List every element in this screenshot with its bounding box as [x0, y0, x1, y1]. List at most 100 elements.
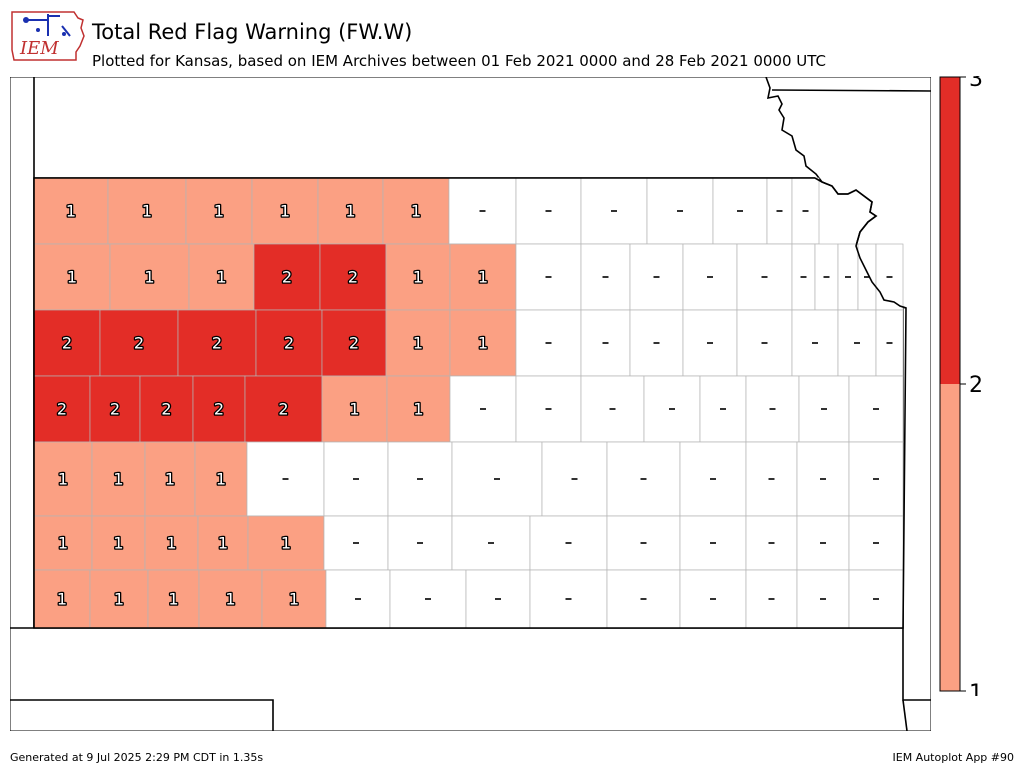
county-count-label: 1 — [216, 470, 226, 489]
county-count-label: 2 — [214, 400, 224, 419]
county-count-label: 1 — [214, 202, 224, 221]
county-count-label: 2 — [284, 334, 294, 353]
county-count-label: 1 — [216, 268, 226, 287]
county-no-data-mark — [800, 276, 807, 278]
county-count-label: 2 — [278, 400, 288, 419]
county-r6-c0 — [33, 569, 91, 629]
county-no-data-mark — [845, 276, 851, 278]
county-no-data-mark — [565, 598, 572, 600]
page-title: Total Red Flag Warning (FW.W) — [92, 20, 413, 44]
county-count-label: 1 — [478, 268, 488, 287]
county-count-label: 1 — [67, 268, 77, 287]
county-count-label: 2 — [57, 400, 67, 419]
county-r3-c2 — [139, 375, 194, 443]
county-no-data-mark — [640, 598, 647, 600]
county-count-label: 2 — [161, 400, 171, 419]
county-no-data-mark — [769, 408, 776, 410]
county-count-label: 1 — [225, 590, 235, 609]
county-no-data-mark — [821, 408, 827, 410]
county-no-data-mark — [480, 408, 486, 410]
county-r1-c6 — [449, 243, 517, 311]
county-count-label: 2 — [282, 268, 292, 287]
county-no-data-mark — [823, 276, 830, 278]
county-no-data-mark — [602, 342, 609, 344]
colorbar-bin-1 — [940, 384, 960, 691]
county-count-label: 1 — [413, 268, 423, 287]
county-count-label: 1 — [144, 268, 154, 287]
county-r2-c0 — [33, 309, 101, 377]
county-no-data-mark — [768, 542, 775, 544]
county-count-label: 1 — [280, 202, 290, 221]
county-no-data-mark — [710, 542, 716, 544]
county-count-label: 1 — [58, 470, 68, 489]
county-count-label: 2 — [349, 334, 359, 353]
county-r6-c1 — [89, 569, 149, 629]
county-no-data-mark — [479, 210, 486, 212]
county-no-data-mark — [802, 210, 809, 212]
county-no-data-mark — [761, 342, 768, 344]
county-no-data-mark — [494, 478, 500, 480]
county-no-data-mark — [710, 478, 716, 480]
county-no-data-mark — [353, 478, 359, 480]
county-count-label: 1 — [114, 590, 124, 609]
county-r6-c2 — [147, 569, 200, 629]
county-no-data-mark — [710, 598, 716, 600]
county-no-data-mark — [417, 542, 423, 544]
county-r3-c5 — [321, 375, 388, 443]
county-no-data-mark — [545, 210, 552, 212]
county-no-data-mark — [761, 276, 768, 278]
county-no-data-mark — [495, 598, 501, 600]
autoplot-app-label: IEM Autoplot App #90 — [892, 751, 1015, 764]
county-count-label: 2 — [134, 334, 144, 353]
logo-text: IEM — [19, 38, 59, 59]
county-no-data-mark — [425, 598, 431, 600]
county-r3-c0 — [33, 375, 91, 443]
county-no-data-mark — [545, 342, 552, 344]
county-count-label: 1 — [218, 534, 228, 553]
county-count-label: 1 — [289, 590, 299, 609]
county-r2-c2 — [177, 309, 257, 377]
county-count-label: 2 — [212, 334, 222, 353]
county-count-label: 1 — [413, 334, 423, 353]
kansas-county-map: 1 1 1 1 1 1 1 1 1 2 2 1 1 2 2 2 2 2 1 1 2 2 2 2 2 1 1 1 1 1 1 1 1 1 1 1 1 1 1 1… — [10, 77, 931, 731]
county-no-data-mark — [545, 408, 552, 410]
county-no-data-mark — [653, 342, 660, 344]
county-r1-c2 — [188, 243, 255, 311]
county-r3-c4 — [244, 375, 323, 443]
county-count-label: 1 — [113, 534, 123, 553]
county-no-data-mark — [768, 478, 775, 480]
county-no-data-mark — [707, 276, 713, 278]
county-no-data-mark — [571, 478, 578, 480]
county-r1-c1 — [109, 243, 190, 311]
colorbar-tick-1: 1 — [969, 681, 983, 696]
county-r3-c1 — [89, 375, 141, 443]
county-count-label: 1 — [349, 400, 359, 419]
county-r5-c4 — [247, 515, 325, 571]
county-no-data-mark — [545, 276, 552, 278]
county-count-label: 1 — [478, 334, 488, 353]
county-no-data-mark — [820, 478, 826, 480]
county-r4-c2 — [144, 441, 196, 517]
county-r1-c5 — [385, 243, 451, 311]
county-count-label: 1 — [58, 534, 68, 553]
county-r2-c1 — [99, 309, 179, 377]
county-no-data-mark — [737, 210, 743, 212]
county-no-data-mark — [609, 408, 616, 410]
kansas-outline — [33, 177, 907, 629]
county-r0-c5 — [382, 177, 450, 245]
colorbar-bin-2 — [940, 77, 960, 384]
county-count-label: 1 — [142, 202, 152, 221]
county-r6-c4 — [261, 569, 327, 629]
county-no-data-mark — [353, 542, 359, 544]
county-r2-c13 — [837, 309, 877, 377]
county-no-data-mark — [640, 478, 647, 480]
county-count-label: 1 — [66, 202, 76, 221]
county-count-label: 2 — [110, 400, 120, 419]
county-no-data-mark — [720, 408, 726, 410]
county-no-data-mark — [488, 542, 494, 544]
county-no-data-mark — [873, 408, 879, 410]
county-no-data-mark — [873, 542, 879, 544]
colorbar-tick-3: 3 — [969, 76, 983, 92]
county-no-data-mark — [677, 210, 683, 212]
county-no-data-mark — [611, 210, 617, 212]
